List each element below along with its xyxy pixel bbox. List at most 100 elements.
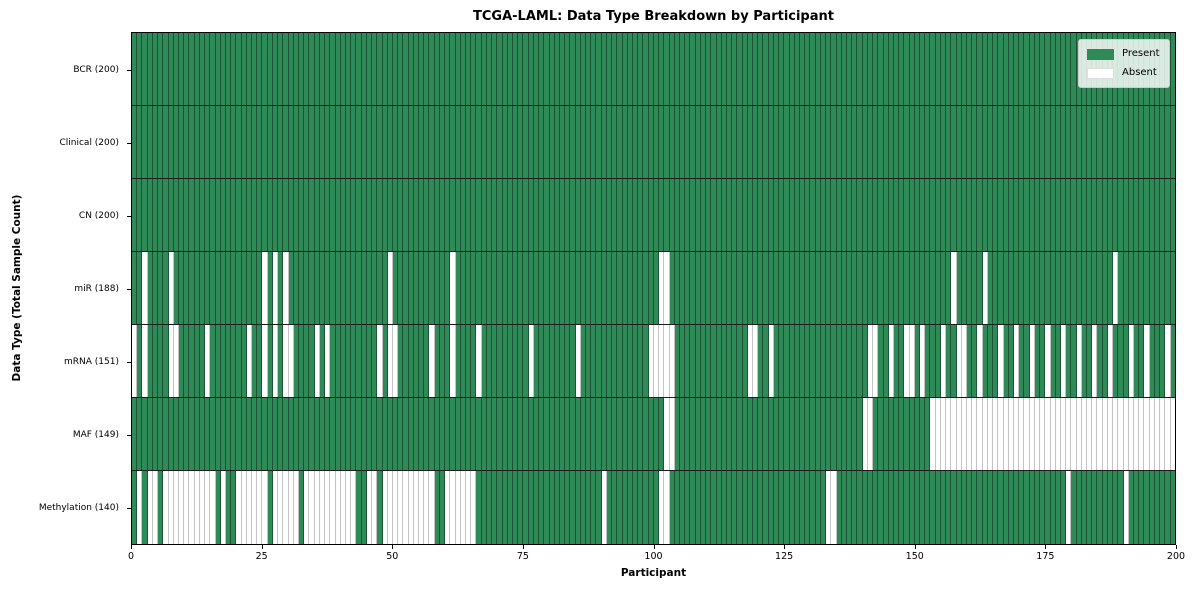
heatmap-cell: [366, 398, 373, 470]
heatmap-cell: [408, 398, 414, 470]
heatmap-cell: [1060, 252, 1067, 324]
heatmap-cell: [627, 179, 633, 251]
heatmap-cell: [669, 33, 675, 105]
heatmap-cell: [956, 398, 962, 470]
heatmap-cell: [612, 325, 618, 397]
heatmap-cell: [977, 252, 983, 324]
heatmap-cell: [539, 33, 545, 105]
heatmap-cell: [758, 252, 764, 324]
heatmap-cell: [267, 471, 273, 544]
heatmap-cell: [753, 325, 759, 397]
heatmap-cell: [1066, 179, 1072, 251]
heatmap-cell: [132, 471, 138, 544]
heatmap-cell: [826, 471, 832, 544]
heatmap-cell: [215, 398, 221, 470]
heatmap-cell: [225, 471, 232, 544]
heatmap-cell: [377, 325, 383, 397]
heatmap-cell: [956, 33, 962, 105]
heatmap-cell: [1060, 33, 1067, 105]
heatmap-cell: [549, 252, 555, 324]
heatmap-cell: [653, 325, 660, 397]
heatmap-cell: [283, 106, 289, 178]
heatmap-cell: [852, 471, 858, 544]
heatmap-cell: [601, 33, 607, 105]
heatmap-cell: [345, 252, 352, 324]
heatmap-cell: [888, 252, 894, 324]
heatmap-cell: [236, 471, 242, 544]
heatmap-cell: [982, 325, 988, 397]
heatmap-cell: [413, 325, 420, 397]
heatmap-cell: [549, 179, 555, 251]
heatmap-cell: [1019, 252, 1025, 324]
heatmap-cell: [544, 179, 550, 251]
heatmap-cell: [1019, 471, 1025, 544]
heatmap-cell: [570, 398, 576, 470]
heatmap-cell: [726, 179, 733, 251]
heatmap-cell: [356, 252, 362, 324]
heatmap-cell: [993, 398, 999, 470]
y-axis-label: Data Type (Total Sample Count): [11, 194, 23, 382]
heatmap-cell: [826, 106, 832, 178]
heatmap-cell: [178, 471, 185, 544]
heatmap-cell: [836, 106, 842, 178]
heatmap-cell: [836, 325, 842, 397]
heatmap-cell: [314, 106, 320, 178]
heatmap-cell: [1081, 325, 1088, 397]
heatmap-cell: [1034, 325, 1041, 397]
heatmap-cell: [361, 252, 367, 324]
heatmap-cell: [612, 471, 618, 544]
heatmap-cell: [330, 252, 336, 324]
heatmap-cell: [873, 471, 879, 544]
heatmap-cell: [800, 179, 806, 251]
heatmap-cell: [356, 471, 362, 544]
heatmap-cell: [700, 179, 707, 251]
heatmap-cell: [758, 325, 764, 397]
heatmap-cell: [742, 471, 748, 544]
heatmap-cell: [278, 398, 284, 470]
heatmap-cell: [617, 398, 623, 470]
heatmap-cell: [679, 325, 686, 397]
heatmap-cell: [1102, 252, 1108, 324]
heatmap-cell: [1013, 325, 1020, 397]
heatmap-cell: [142, 325, 148, 397]
heatmap-cell: [1118, 179, 1124, 251]
x-tick-label: 150: [905, 551, 924, 562]
heatmap-cell: [1118, 471, 1124, 544]
heatmap-cell: [669, 252, 675, 324]
heatmap-cell: [215, 106, 221, 178]
heatmap-cell: [1008, 179, 1014, 251]
heatmap-cell: [721, 33, 727, 105]
heatmap-cell: [220, 179, 226, 251]
heatmap-cell: [1034, 471, 1041, 544]
heatmap-row-Methylation: [132, 471, 1175, 544]
heatmap-cell: [685, 398, 691, 470]
heatmap-cell: [1170, 33, 1175, 105]
heatmap-cell: [272, 398, 279, 470]
heatmap-cell: [554, 33, 560, 105]
heatmap-cell: [476, 471, 482, 544]
heatmap-cell: [267, 252, 273, 324]
heatmap-cell: [523, 398, 529, 470]
heatmap-cell: [309, 106, 315, 178]
heatmap-cell: [194, 179, 200, 251]
heatmap-cell: [184, 471, 190, 544]
heatmap-cell: [1118, 252, 1124, 324]
heatmap-cell: [972, 106, 978, 178]
heatmap-cell: [497, 106, 503, 178]
heatmap-cell: [779, 325, 785, 397]
heatmap-cell: [288, 471, 294, 544]
heatmap-cell: [716, 471, 722, 544]
heatmap-cell: [565, 398, 571, 470]
heatmap-cell: [246, 398, 253, 470]
heatmap-cell: [580, 33, 587, 105]
heatmap-cell: [215, 471, 221, 544]
heatmap-cell: [951, 33, 957, 105]
heatmap-cell: [325, 33, 331, 105]
heatmap-cell: [1013, 179, 1020, 251]
heatmap-cell: [439, 398, 446, 470]
heatmap-cell: [168, 471, 174, 544]
heatmap-cell: [178, 398, 185, 470]
heatmap-cell: [633, 471, 639, 544]
heatmap-cell: [147, 325, 153, 397]
heatmap-cell: [805, 398, 811, 470]
